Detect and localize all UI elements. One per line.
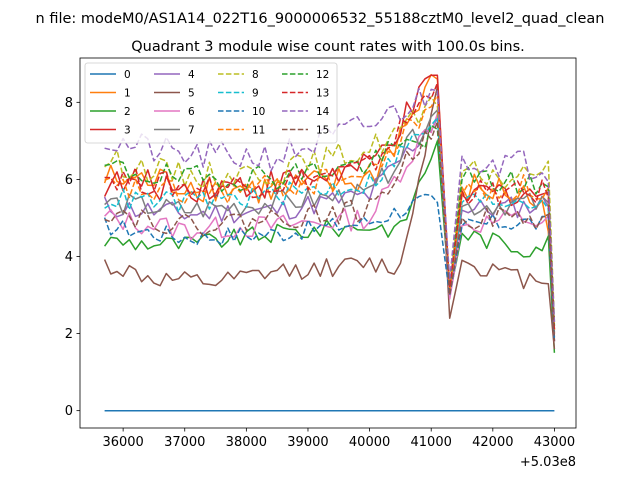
legend-label-3: 3 [124, 125, 131, 137]
x-tick-label: 38000 [226, 435, 267, 450]
y-tick-label: 8 [65, 96, 73, 111]
series-line-7 [104, 109, 556, 338]
legend-label-8: 8 [252, 69, 259, 81]
x-tick-label: 36000 [102, 435, 143, 450]
y-tick-label: 0 [65, 404, 73, 419]
legend-label-4: 4 [188, 69, 195, 81]
chart-title: Quadrant 3 module wise count rates with … [131, 39, 525, 55]
legend-label-10: 10 [252, 106, 265, 118]
legend-box [84, 62, 338, 144]
series-line-5 [103, 86, 556, 350]
x-tick-label: 37000 [164, 435, 205, 450]
figure-suptitle: n file: modeM0/AS1A14_022T16_9000006532_… [36, 11, 605, 27]
x-axis-offset-label: +5.03e8 [520, 455, 576, 470]
series-line-9 [104, 116, 556, 334]
legend-label-7: 7 [188, 125, 195, 137]
series-line-13 [104, 82, 556, 330]
series-line-10 [103, 193, 556, 342]
x-tick-label: 42000 [472, 435, 513, 450]
x-tick-label: 43000 [534, 435, 575, 450]
axes: 36000 37000 38000 39000 40000 41000 42000 43000… [65, 57, 577, 450]
y-tick-label: 4 [65, 250, 73, 265]
legend-label-14: 14 [316, 106, 330, 118]
series-line-6 [104, 113, 556, 342]
series-line-11 [104, 93, 556, 330]
series-line-12 [104, 124, 556, 326]
series-line-15 [104, 120, 556, 342]
y-tick-label: 2 [65, 327, 73, 342]
x-tick-label: 41000 [411, 435, 452, 450]
legend-label-9: 9 [252, 88, 259, 100]
legend-label-5: 5 [188, 88, 195, 100]
legend-label-13: 13 [316, 88, 329, 100]
x-tick-label: 39000 [287, 435, 328, 450]
legend-label-12: 12 [316, 69, 329, 81]
series-line-2 [103, 140, 556, 353]
legend-label-11: 11 [252, 125, 265, 137]
axes-frame [79, 57, 577, 429]
y-tick-label: 6 [65, 173, 73, 188]
legend-label-1: 1 [124, 88, 131, 100]
series-line-8 [104, 96, 556, 323]
x-tick-label: 40000 [349, 435, 390, 450]
legend-label-15: 15 [316, 125, 329, 137]
legend-label-6: 6 [188, 106, 195, 118]
legend-label-2: 2 [124, 106, 131, 118]
legend-label-0: 0 [124, 69, 131, 81]
